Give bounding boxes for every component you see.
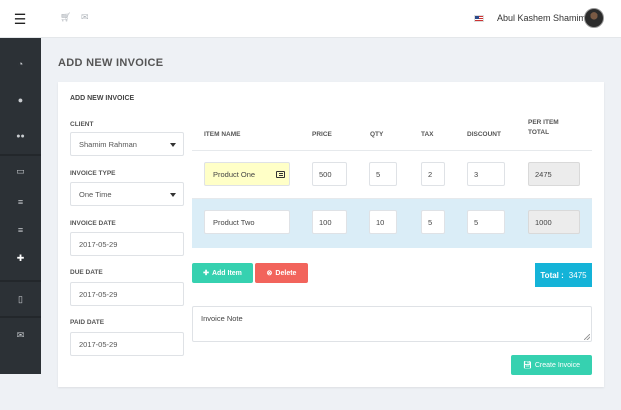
invoice-date-field[interactable]: 2017-05-29 bbox=[70, 232, 184, 256]
header-per-item-line2: TOTAL bbox=[528, 129, 550, 136]
per-item-total-field: 2475 bbox=[528, 162, 580, 186]
total-value: 3475 bbox=[568, 270, 587, 280]
invoice-type-select[interactable]: One Time bbox=[70, 182, 184, 206]
dashboard-icon: ◔ bbox=[17, 59, 24, 69]
add-item-label: Add Item bbox=[211, 269, 242, 277]
sidebar-item-list[interactable]: ≡ bbox=[0, 188, 41, 216]
create-invoice-button[interactable]: 💾︎ Create Invoice bbox=[511, 355, 592, 375]
sidebar-divider bbox=[0, 316, 41, 318]
invoice-type-value: One Time bbox=[79, 189, 112, 199]
discount-input[interactable]: 3 bbox=[467, 162, 505, 186]
total-badge: Total : 3475 bbox=[535, 263, 592, 287]
cart-icon[interactable]: 🛒︎ bbox=[60, 12, 72, 22]
delete-label: Delete bbox=[275, 269, 297, 277]
qty-input[interactable]: 10 bbox=[369, 210, 397, 234]
paid-date-label: PAID DATE bbox=[70, 319, 105, 326]
add-item-button[interactable]: ✚ Add Item bbox=[192, 263, 253, 283]
sidebar-item-dashboard[interactable]: ◔ bbox=[0, 50, 41, 78]
menu-toggle-button[interactable]: ☰ bbox=[0, 0, 40, 38]
header-tax: TAX bbox=[421, 131, 434, 138]
credit-card-icon: ▭ bbox=[16, 165, 25, 176]
sidebar: ◔ ● ●● ▭ ≡ ≡ ✚ ▯ ✉ bbox=[0, 38, 41, 374]
due-date-label: DUE DATE bbox=[70, 269, 103, 276]
invoice-note-value: Invoice Note bbox=[201, 314, 243, 323]
plus-icon: ✚ bbox=[16, 252, 25, 263]
sidebar-item-list-2[interactable]: ≡ bbox=[0, 216, 41, 244]
table-row bbox=[192, 150, 592, 200]
id-card-icon bbox=[276, 171, 285, 178]
invoice-type-label: INVOICE TYPE bbox=[70, 170, 116, 177]
due-date-value: 2017-05-29 bbox=[79, 289, 118, 299]
header-price: PRICE bbox=[312, 131, 332, 138]
user-name[interactable]: Abul Kashem Shamim bbox=[497, 13, 587, 23]
page-title: ADD NEW INVOICE bbox=[58, 57, 164, 69]
client-select[interactable]: Shamim Rahman bbox=[70, 132, 184, 156]
sidebar-divider bbox=[0, 280, 41, 282]
plus-icon: ✚ bbox=[203, 270, 209, 277]
price-input[interactable]: 500 bbox=[312, 162, 347, 186]
list-icon: ≡ bbox=[17, 225, 24, 235]
avatar[interactable] bbox=[584, 8, 604, 28]
top-navbar: ☰ 🛒︎ ✉ Abul Kashem Shamim bbox=[0, 0, 621, 38]
item-name-input[interactable]: Product Two bbox=[204, 210, 290, 234]
price-input[interactable]: 100 bbox=[312, 210, 347, 234]
paid-date-value: 2017-05-29 bbox=[79, 339, 118, 349]
header-item-name: ITEM NAME bbox=[204, 131, 241, 138]
sidebar-divider bbox=[0, 154, 41, 156]
sidebar-item-mail[interactable]: ✉ bbox=[0, 321, 41, 349]
invoice-date-label: INVOICE DATE bbox=[70, 220, 116, 227]
us-flag-icon[interactable] bbox=[474, 15, 484, 22]
chevron-down-icon bbox=[170, 143, 176, 147]
hamburger-menu-icon: ☰ bbox=[13, 10, 27, 27]
sidebar-item-add[interactable]: ✚ bbox=[0, 244, 41, 272]
header-per-item-line1: PER ITEM bbox=[528, 119, 559, 126]
user-icon: ● bbox=[17, 95, 24, 105]
chevron-down-icon bbox=[170, 193, 176, 197]
header-per-item-total: PER ITEM TOTAL bbox=[528, 118, 559, 138]
card-title: ADD NEW INVOICE bbox=[70, 95, 135, 102]
invoice-form-card: ADD NEW INVOICE CLIENT Shamim Rahman INV… bbox=[58, 82, 604, 387]
sidebar-item-payments[interactable]: ▭ bbox=[0, 157, 41, 185]
item-name-input[interactable]: Product One bbox=[204, 162, 290, 186]
resize-handle-icon[interactable] bbox=[584, 334, 590, 340]
client-select-value: Shamim Rahman bbox=[79, 139, 137, 149]
invoice-date-value: 2017-05-29 bbox=[79, 239, 118, 249]
item-name-value: Product Two bbox=[213, 217, 255, 227]
discount-input[interactable]: 5 bbox=[467, 210, 505, 234]
qty-input[interactable]: 5 bbox=[369, 162, 397, 186]
mail-icon[interactable]: ✉ bbox=[81, 12, 89, 22]
total-label: Total : bbox=[540, 270, 564, 280]
delete-button[interactable]: ⊗ Delete bbox=[255, 263, 308, 283]
item-name-value: Product One bbox=[213, 169, 256, 179]
per-item-total-field: 1000 bbox=[528, 210, 580, 234]
sidebar-item-user[interactable]: ● bbox=[0, 86, 41, 114]
envelope-icon: ✉ bbox=[16, 329, 25, 340]
sidebar-item-users[interactable]: ●● bbox=[0, 122, 41, 150]
header-qty: QTY bbox=[370, 131, 384, 138]
due-date-field[interactable]: 2017-05-29 bbox=[70, 282, 184, 306]
paid-date-field[interactable]: 2017-05-29 bbox=[70, 332, 184, 356]
invoice-note-textarea[interactable]: Invoice Note bbox=[192, 306, 592, 342]
users-icon: ●● bbox=[16, 132, 25, 140]
tax-input[interactable]: 2 bbox=[421, 162, 445, 186]
list-icon: ≡ bbox=[17, 197, 24, 207]
tax-input[interactable]: 5 bbox=[421, 210, 445, 234]
save-icon: 💾︎ bbox=[522, 362, 532, 369]
header-discount: DISCOUNT bbox=[467, 131, 501, 138]
create-invoice-label: Create Invoice bbox=[534, 361, 581, 369]
mobile-icon: ▯ bbox=[18, 293, 23, 304]
times-circle-icon: ⊗ bbox=[266, 270, 273, 277]
client-label: CLIENT bbox=[70, 121, 94, 128]
sidebar-item-mobile[interactable]: ▯ bbox=[0, 285, 41, 313]
